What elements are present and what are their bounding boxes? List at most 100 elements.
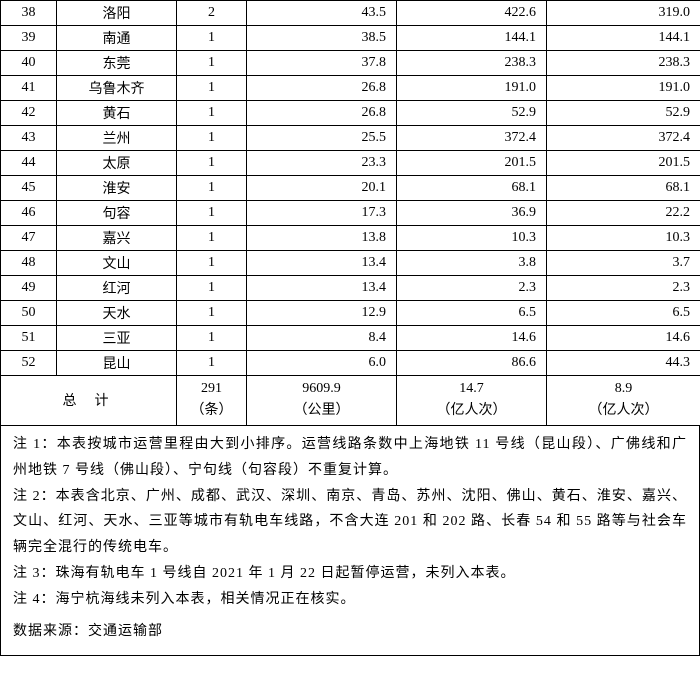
table-row: 39南通138.5144.1144.1 (1, 26, 700, 51)
value-1: 13.4 (247, 276, 397, 301)
value-1: 38.5 (247, 26, 397, 51)
table-row: 49红河113.42.32.3 (1, 276, 700, 301)
value-2: 144.1 (397, 26, 547, 51)
city-name: 东莞 (57, 51, 177, 76)
city-name: 昆山 (57, 351, 177, 376)
total-v2-val: 14.7 (459, 381, 484, 396)
line-count: 1 (177, 326, 247, 351)
row-index: 51 (1, 326, 57, 351)
value-1: 37.8 (247, 51, 397, 76)
note-1: 注 1：本表按城市运营里程由大到小排序。运营线路条数中上海地铁 11 号线（昆山… (13, 432, 687, 484)
value-3: 319.0 (547, 1, 700, 26)
value-1: 43.5 (247, 1, 397, 26)
value-3: 14.6 (547, 326, 700, 351)
city-name: 太原 (57, 151, 177, 176)
note-2: 注 2：本表含北京、广州、成都、武汉、深圳、南京、青岛、苏州、沈阳、佛山、黄石、… (13, 484, 687, 562)
value-1: 13.4 (247, 251, 397, 276)
total-v1: 9609.9 （公里） (247, 376, 397, 426)
value-3: 52.9 (547, 101, 700, 126)
data-source: 数据来源：交通运输部 (13, 619, 687, 645)
total-v2-unit: （亿人次） (437, 403, 507, 418)
total-lines: 291 （条） (177, 376, 247, 426)
value-3: 44.3 (547, 351, 700, 376)
total-lines-val: 291 (201, 381, 222, 396)
value-1: 26.8 (247, 76, 397, 101)
city-name: 红河 (57, 276, 177, 301)
value-1: 8.4 (247, 326, 397, 351)
value-2: 36.9 (397, 201, 547, 226)
value-3: 144.1 (547, 26, 700, 51)
line-count: 1 (177, 51, 247, 76)
total-v1-val: 9609.9 (302, 381, 341, 396)
value-3: 372.4 (547, 126, 700, 151)
line-count: 1 (177, 226, 247, 251)
city-name: 天水 (57, 301, 177, 326)
value-3: 201.5 (547, 151, 700, 176)
note-4: 注 4：海宁杭海线未列入本表，相关情况正在核实。 (13, 587, 687, 613)
value-1: 13.8 (247, 226, 397, 251)
table-row: 40东莞137.8238.3238.3 (1, 51, 700, 76)
row-index: 45 (1, 176, 57, 201)
value-2: 10.3 (397, 226, 547, 251)
line-count: 1 (177, 301, 247, 326)
value-2: 201.5 (397, 151, 547, 176)
city-name: 句容 (57, 201, 177, 226)
value-1: 26.8 (247, 101, 397, 126)
table-row: 46句容117.336.922.2 (1, 201, 700, 226)
value-1: 20.1 (247, 176, 397, 201)
value-2: 372.4 (397, 126, 547, 151)
value-3: 238.3 (547, 51, 700, 76)
total-v3-unit: （亿人次） (589, 403, 659, 418)
row-index: 47 (1, 226, 57, 251)
value-1: 12.9 (247, 301, 397, 326)
data-table: 38洛阳243.5422.6319.039南通138.5144.1144.140… (0, 0, 700, 426)
row-index: 40 (1, 51, 57, 76)
line-count: 1 (177, 151, 247, 176)
row-index: 52 (1, 351, 57, 376)
line-count: 1 (177, 101, 247, 126)
line-count: 1 (177, 176, 247, 201)
line-count: 1 (177, 26, 247, 51)
table-row: 43兰州125.5372.4372.4 (1, 126, 700, 151)
row-index: 44 (1, 151, 57, 176)
value-1: 23.3 (247, 151, 397, 176)
value-2: 2.3 (397, 276, 547, 301)
table-row: 47嘉兴113.810.310.3 (1, 226, 700, 251)
city-name: 黄石 (57, 101, 177, 126)
value-3: 3.7 (547, 251, 700, 276)
city-name: 洛阳 (57, 1, 177, 26)
value-2: 68.1 (397, 176, 547, 201)
row-index: 49 (1, 276, 57, 301)
total-label: 总计 (1, 376, 177, 426)
table-row: 44太原123.3201.5201.5 (1, 151, 700, 176)
total-v3: 8.9 （亿人次） (547, 376, 700, 426)
table-row: 52昆山16.086.644.3 (1, 351, 700, 376)
table-row: 48文山113.43.83.7 (1, 251, 700, 276)
city-name: 嘉兴 (57, 226, 177, 251)
table-row: 51三亚18.414.614.6 (1, 326, 700, 351)
notes-block: 注 1：本表按城市运营里程由大到小排序。运营线路条数中上海地铁 11 号线（昆山… (0, 426, 700, 656)
city-name: 兰州 (57, 126, 177, 151)
line-count: 1 (177, 351, 247, 376)
value-1: 25.5 (247, 126, 397, 151)
value-2: 238.3 (397, 51, 547, 76)
value-2: 6.5 (397, 301, 547, 326)
value-2: 52.9 (397, 101, 547, 126)
table-row: 45淮安120.168.168.1 (1, 176, 700, 201)
value-3: 68.1 (547, 176, 700, 201)
row-index: 50 (1, 301, 57, 326)
city-name: 淮安 (57, 176, 177, 201)
row-index: 39 (1, 26, 57, 51)
total-row: 总计 291 （条） 9609.9 （公里） 14.7 （亿人次） 8.9 （亿… (1, 376, 700, 426)
city-name: 南通 (57, 26, 177, 51)
line-count: 1 (177, 201, 247, 226)
total-v1-unit: （公里） (294, 403, 350, 418)
value-2: 422.6 (397, 1, 547, 26)
row-index: 42 (1, 101, 57, 126)
row-index: 46 (1, 201, 57, 226)
value-1: 6.0 (247, 351, 397, 376)
value-2: 191.0 (397, 76, 547, 101)
value-2: 86.6 (397, 351, 547, 376)
value-3: 6.5 (547, 301, 700, 326)
city-name: 文山 (57, 251, 177, 276)
